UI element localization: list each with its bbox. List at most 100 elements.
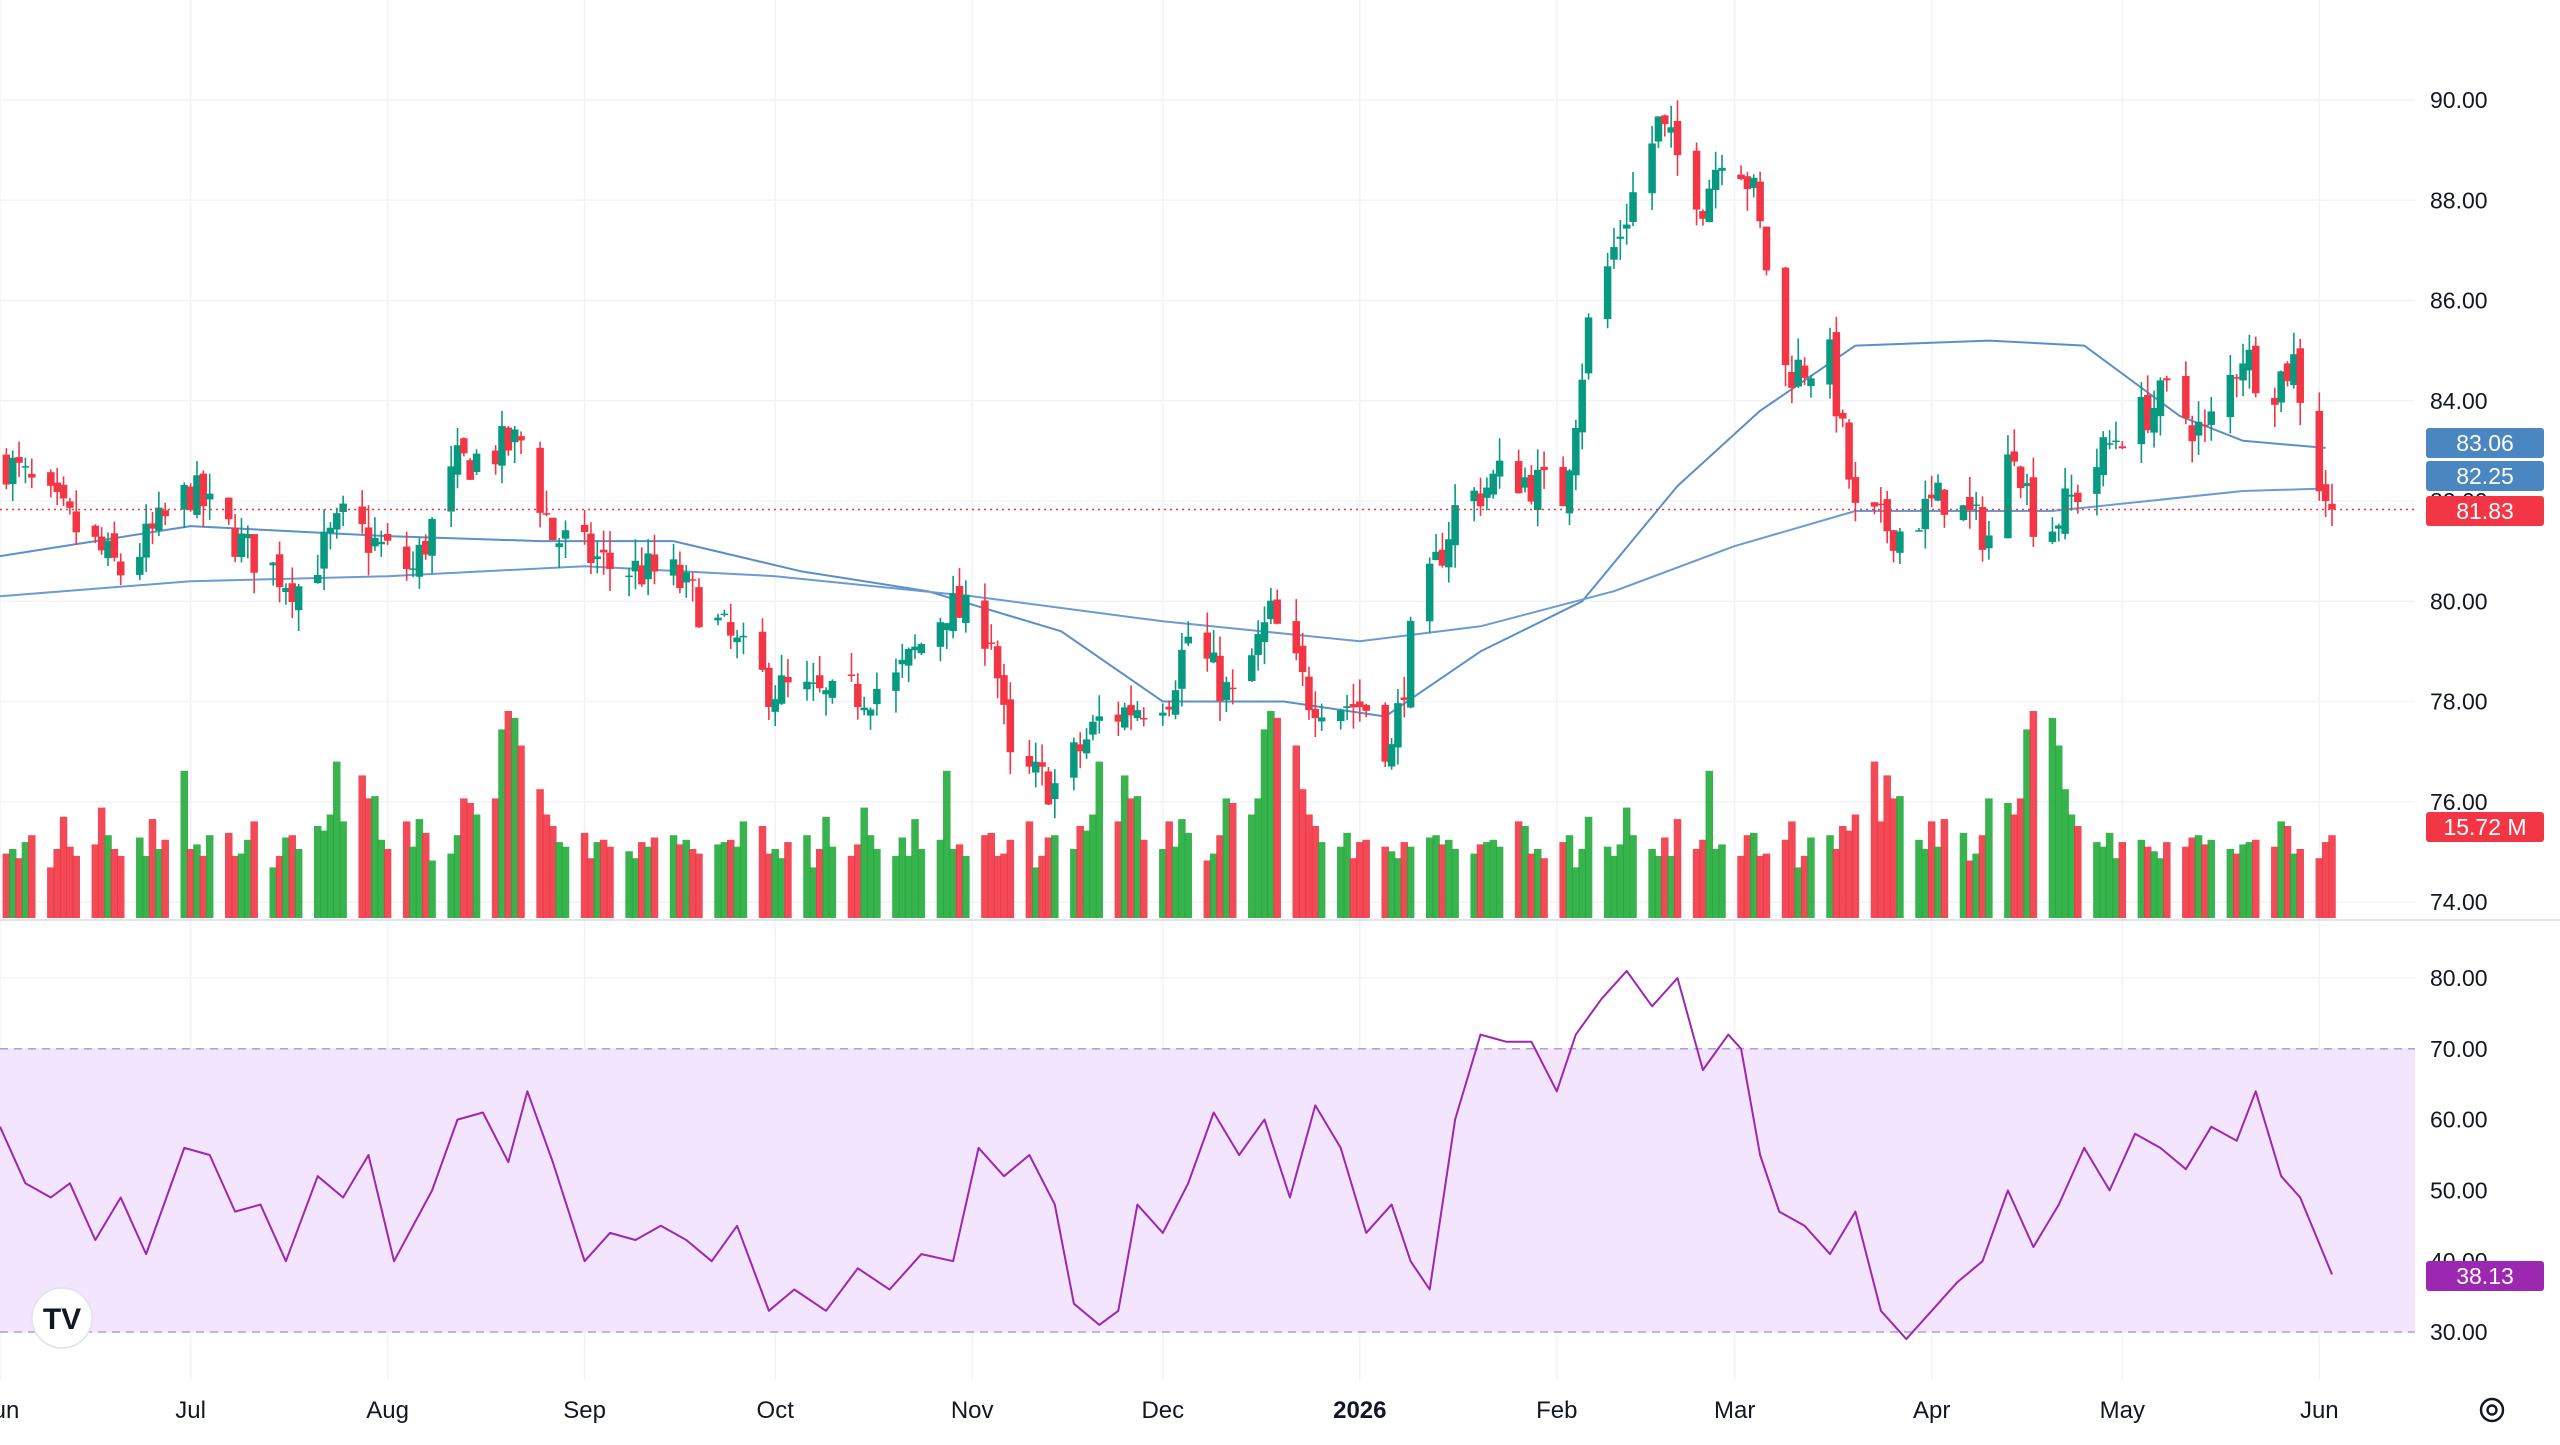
volume-bar <box>1292 745 1301 918</box>
volume-bar <box>358 775 366 918</box>
price-badges: 83.06 82.25 81.83 15.72 M 38.13 <box>2426 428 2544 1291</box>
rsi-path <box>0 969 2333 1341</box>
candle-body <box>2105 443 2114 445</box>
volume-bar <box>1800 855 1809 918</box>
candle-body <box>955 586 964 618</box>
candle-body <box>1610 247 1618 260</box>
volume-bar <box>739 821 748 918</box>
candle-body <box>1985 535 1993 549</box>
volume-bar <box>1432 835 1440 918</box>
time-tick-label: Aug <box>366 1397 409 1424</box>
volume-bar <box>1120 775 1129 918</box>
time-tick-label: Mar <box>1714 1397 1755 1424</box>
gear-icon[interactable] <box>2479 1397 2505 1423</box>
volume-bar <box>1788 821 1796 918</box>
candle-body <box>2201 424 2209 427</box>
candle-body <box>1794 359 1802 387</box>
volume-bar <box>1838 826 1847 918</box>
volume-bar <box>777 858 786 918</box>
volume-bar <box>955 844 964 918</box>
candle-body <box>561 530 570 539</box>
volume-bar <box>91 844 100 918</box>
volume-bar <box>2315 858 2324 918</box>
volume-bar <box>854 844 862 918</box>
volume-bar <box>1254 798 1262 918</box>
candle-body <box>1603 266 1612 320</box>
time-tick-label: Sep <box>563 1397 606 1424</box>
candle-body <box>1133 710 1142 719</box>
volume-bar <box>549 826 557 918</box>
volume-bar <box>2048 717 2057 918</box>
candle-body <box>650 554 659 572</box>
candle-body <box>1648 143 1656 194</box>
volume-bar <box>650 837 659 918</box>
volume-bar <box>2328 835 2336 918</box>
volume-bar <box>116 855 125 918</box>
candle-body <box>593 556 602 560</box>
time-tick-label: Apr <box>1913 1397 1950 1424</box>
volume-bar <box>542 814 551 918</box>
candle-body <box>1877 503 1885 506</box>
candle-body <box>320 531 328 569</box>
rsi-tick-label: 50.00 <box>2430 1177 2488 1203</box>
candle-body <box>1629 192 1637 222</box>
volume-bar <box>2277 821 2285 918</box>
volume-bar <box>555 842 563 918</box>
candle-body <box>606 552 614 569</box>
volume-bar <box>110 849 119 918</box>
candle-body <box>1178 649 1186 689</box>
candle-body <box>2150 408 2158 433</box>
candle-body <box>1248 655 1256 682</box>
candle-body <box>904 648 913 666</box>
candle-body <box>1305 676 1313 711</box>
candle-body <box>1438 549 1447 566</box>
candle-body <box>333 513 341 530</box>
candle-body <box>1966 497 1974 511</box>
candle-body <box>364 527 373 553</box>
volume-bar <box>2061 789 2069 918</box>
candle-body <box>1292 621 1301 654</box>
volume-bar <box>269 867 277 918</box>
candle-body <box>1298 645 1307 673</box>
volume-bar <box>2118 842 2127 918</box>
candle-body <box>1025 756 1034 767</box>
rsi-tick-label: 70.00 <box>2430 1036 2488 1062</box>
volume-bar <box>1311 826 1320 918</box>
candle-body <box>2163 378 2171 381</box>
candle-body <box>1705 188 1714 223</box>
volume-bar <box>1216 835 1224 918</box>
tradingview-logo[interactable]: TV <box>31 1287 93 1349</box>
ma-slow-badge: 82.25 <box>2456 463 2514 489</box>
volume-bar <box>1362 839 1370 918</box>
volume-bar <box>377 839 386 918</box>
volume-bar <box>2137 839 2146 918</box>
volume-bar <box>47 867 55 918</box>
volume-bar <box>294 849 303 918</box>
candle-body <box>142 523 150 558</box>
candle-body <box>237 533 246 558</box>
candle-body <box>339 503 347 513</box>
candle-body <box>1533 469 1542 511</box>
volume-bar <box>447 853 455 918</box>
price-tick-label: 78.00 <box>2430 689 2488 715</box>
ma-fast-badge: 83.06 <box>2456 430 2514 456</box>
volume-bar <box>1298 789 1307 918</box>
volume-bar <box>2004 803 2012 918</box>
volume-bar <box>186 849 195 918</box>
volume-bar <box>148 819 157 918</box>
candle-body <box>72 511 81 533</box>
volume-bar <box>987 832 996 918</box>
volume-bar <box>237 853 246 918</box>
volume-bar <box>8 849 17 918</box>
volume-bar <box>1387 851 1396 918</box>
candle-body <box>911 646 919 651</box>
candle-body <box>1432 551 1440 561</box>
ma-slow-badge-bg <box>2426 461 2544 491</box>
candle-body <box>720 613 729 616</box>
candle-body <box>510 429 519 443</box>
candle-body <box>8 457 17 484</box>
volume-bar <box>15 858 23 918</box>
candle-body <box>148 523 157 529</box>
